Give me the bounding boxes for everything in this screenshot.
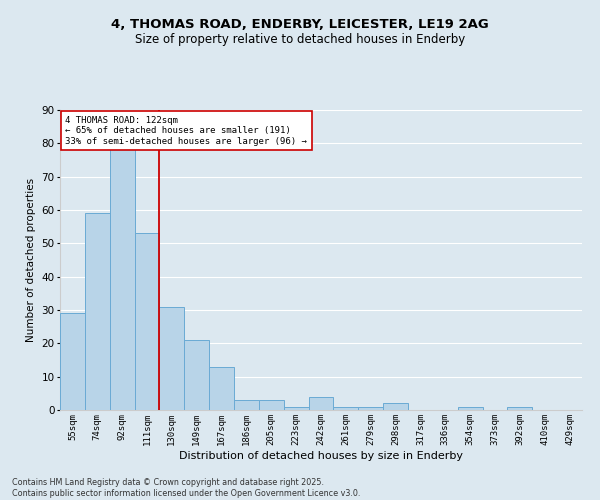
Bar xyxy=(234,400,259,410)
Bar xyxy=(358,406,383,410)
Text: 4, THOMAS ROAD, ENDERBY, LEICESTER, LE19 2AG: 4, THOMAS ROAD, ENDERBY, LEICESTER, LE19… xyxy=(111,18,489,30)
Bar xyxy=(134,234,160,410)
Text: Contains HM Land Registry data © Crown copyright and database right 2025.
Contai: Contains HM Land Registry data © Crown c… xyxy=(12,478,361,498)
Bar xyxy=(209,366,234,410)
Bar xyxy=(383,404,408,410)
Y-axis label: Number of detached properties: Number of detached properties xyxy=(26,178,36,342)
Bar xyxy=(259,400,284,410)
X-axis label: Distribution of detached houses by size in Enderby: Distribution of detached houses by size … xyxy=(179,450,463,460)
Bar xyxy=(184,340,209,410)
Bar xyxy=(308,396,334,410)
Bar xyxy=(110,130,134,410)
Bar xyxy=(334,406,358,410)
Text: 4 THOMAS ROAD: 122sqm
← 65% of detached houses are smaller (191)
33% of semi-det: 4 THOMAS ROAD: 122sqm ← 65% of detached … xyxy=(65,116,307,146)
Bar xyxy=(458,406,482,410)
Bar xyxy=(160,306,184,410)
Bar xyxy=(60,314,85,410)
Bar xyxy=(508,406,532,410)
Text: Size of property relative to detached houses in Enderby: Size of property relative to detached ho… xyxy=(135,32,465,46)
Bar xyxy=(284,406,308,410)
Bar xyxy=(85,214,110,410)
